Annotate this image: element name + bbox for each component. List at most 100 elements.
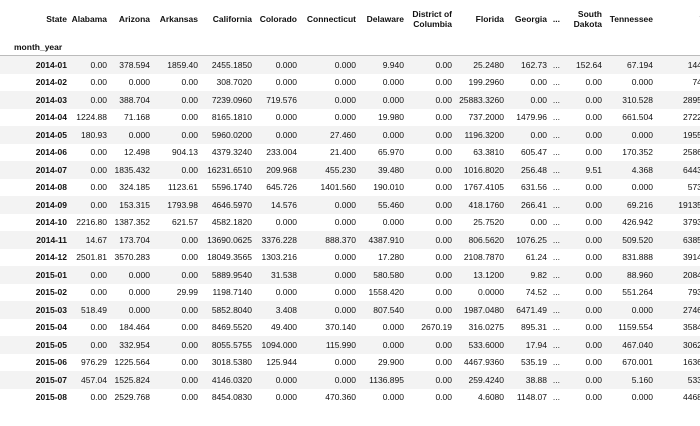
data-row: 2014-04 1224.88 71.168 0.00 8165.1810 0.000 0.… [0, 109, 700, 127]
cell: 0.00 [585, 252, 602, 263]
cell: 12.498 [124, 147, 150, 158]
cell: 4146.0320 [211, 374, 252, 385]
cell: 21.400 [330, 147, 356, 158]
cell: 1387.352 [114, 217, 150, 228]
cell: 170.352 [622, 147, 653, 158]
cell: 1224.88 [76, 112, 107, 123]
cell: 0.00 [435, 269, 452, 280]
row-label: 2015-01 [35, 269, 67, 280]
cell: 14.67 [85, 234, 107, 245]
cell: ... [552, 304, 560, 315]
cell: 65.970 [378, 147, 404, 158]
cell: 4379.3240 [211, 147, 252, 158]
cell: 3062.7 [683, 339, 700, 350]
cell: ... [552, 287, 560, 298]
cell: ... [552, 164, 560, 175]
cell: 0.00 [181, 269, 198, 280]
row-label: 2015-08 [35, 392, 67, 403]
cell: ... [552, 357, 560, 368]
cell: 580.580 [373, 269, 404, 280]
cell: 0.00 [181, 112, 198, 123]
cell: 0.00 [90, 199, 107, 210]
column-header: Tennessee [609, 14, 653, 24]
cell: 631.56 [521, 182, 547, 193]
column-header: Arkansas [159, 14, 198, 24]
cell: 418.1760 [468, 199, 504, 210]
cell: 63.3810 [473, 147, 504, 158]
cell: 1835.432 [114, 164, 150, 175]
cell: 1558.420 [368, 287, 404, 298]
cell: 533.7 [687, 374, 700, 385]
cell: 0.000 [382, 392, 404, 403]
cell: 533.6000 [468, 339, 504, 350]
cell: 69.216 [627, 199, 653, 210]
cell: 0.00 [90, 59, 107, 70]
cell: 324.185 [119, 182, 150, 193]
cell: 0.00 [585, 217, 602, 228]
cell: 1136.895 [369, 374, 404, 385]
row-label: 2015-04 [35, 322, 67, 333]
cell: 0.00 [435, 147, 452, 158]
cell: 535.19 [521, 357, 547, 368]
column-header: South Dakota [573, 9, 602, 29]
cell: 25.7520 [473, 217, 504, 228]
cell: 0.00 [181, 252, 198, 263]
columns-name: State [46, 14, 67, 24]
cell: 310.528 [622, 94, 653, 105]
cell: 4468.7 [683, 392, 700, 403]
data-row: 2015-08 0.00 2529.768 0.00 8454.0830 0.000 470… [0, 389, 700, 407]
data-row: 2014-05 180.93 0.000 0.00 5960.0200 0.000 27.4… [0, 126, 700, 144]
cell: 9.82 [530, 269, 547, 280]
cell: 29.99 [176, 287, 198, 298]
cell: 25.2480 [473, 59, 504, 70]
column-header: Te [656, 0, 700, 38]
cell: 1987.0480 [463, 304, 504, 315]
header-row: State Alabama Arizona Arkansas California Col… [0, 0, 700, 38]
row-label: 2015-05 [35, 339, 67, 350]
column-header: Alabama [71, 14, 107, 24]
table-header: State Alabama Arizona Arkansas California Col… [0, 0, 700, 56]
cell: 457.04 [81, 374, 107, 385]
cell: 719.576 [266, 94, 297, 105]
cell: 2501.81 [76, 252, 107, 263]
cell: 0.00 [585, 147, 602, 158]
cell: 2670.19 [421, 322, 452, 333]
cell: 4582.1820 [211, 217, 252, 228]
cell: 4646.5970 [211, 199, 252, 210]
cell: 5852.8040 [211, 304, 252, 315]
data-row: 2014-03 0.00 388.704 0.00 7239.0960 719.576 0.… [0, 91, 700, 109]
column-header: District of Columbia [412, 9, 452, 29]
cell: 115.990 [325, 339, 356, 350]
column-header: Colorado [259, 14, 297, 24]
cell: 49.400 [271, 322, 297, 333]
column-header: ... [552, 14, 560, 24]
data-row: 2014-01 0.00 378.594 1859.40 2455.1850 0.000 0… [0, 55, 700, 74]
cell: 645.726 [266, 182, 297, 193]
data-row: 2015-04 0.00 184.464 0.00 8469.5520 49.400 370… [0, 319, 700, 337]
cell: ... [552, 392, 560, 403]
cell: 0.00 [435, 304, 452, 315]
cell: 0.00 [585, 199, 602, 210]
row-label: 2014-11 [36, 234, 67, 245]
cell: 0.000 [382, 94, 404, 105]
cell: 16231.6510 [207, 164, 252, 175]
row-label: 2014-09 [35, 199, 67, 210]
cell: 0.000 [275, 77, 297, 88]
row-label: 2014-07 [35, 164, 67, 175]
cell: 0.00 [181, 374, 198, 385]
cell: 831.888 [622, 252, 653, 263]
row-label: 2014-02 [35, 77, 67, 88]
data-row: 2015-05 0.00 332.954 0.00 8055.5755 1094.000 1… [0, 336, 700, 354]
cell: 0.000 [128, 287, 150, 298]
cell: 332.954 [119, 339, 150, 350]
cell: 455.230 [325, 164, 356, 175]
data-row: 2014-06 0.00 12.498 904.13 4379.3240 233.004 2… [0, 144, 700, 162]
cell: 4387.910 [368, 234, 404, 245]
cell: 0.000 [382, 322, 404, 333]
cell: 1159.554 [618, 322, 653, 333]
cell: 0.00 [585, 234, 602, 245]
empty-cell [507, 38, 550, 56]
cell: 0.000 [334, 59, 356, 70]
cell: 0.00 [435, 164, 452, 175]
cell: 2108.7870 [463, 252, 504, 263]
